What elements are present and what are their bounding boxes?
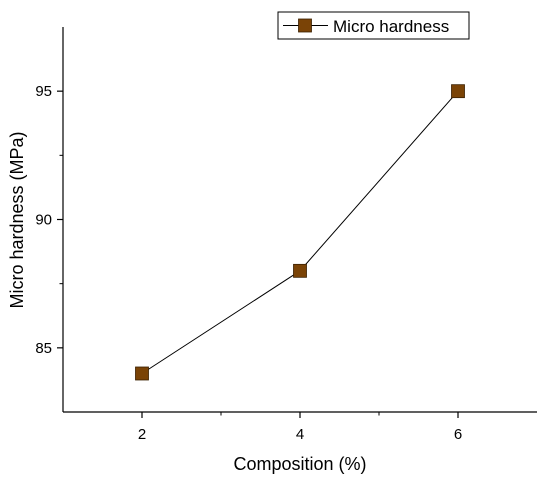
y-ticks: 85 90 95	[35, 83, 63, 357]
legend-marker-swatch	[298, 18, 312, 33]
y-tick-label-85: 85	[35, 340, 52, 357]
data-point	[135, 366, 149, 381]
x-tick-label-2: 2	[138, 426, 146, 443]
x-tick-label-6: 6	[454, 426, 462, 443]
data-point	[293, 263, 307, 278]
plot-area: 85 90 95 2 4 6	[35, 27, 537, 443]
x-ticks: 2 4 6	[138, 412, 462, 443]
y-axis-title: Micro hardness (MPa)	[7, 131, 27, 308]
data-point	[451, 84, 465, 99]
legend: Micro hardness	[277, 11, 470, 40]
x-tick-label-4: 4	[296, 426, 304, 443]
y-tick-label-90: 90	[35, 212, 52, 229]
series-lines	[141, 90, 459, 374]
series-markers	[135, 84, 465, 381]
x-axis-title: Composition (%)	[233, 454, 366, 474]
y-tick-label-95: 95	[35, 83, 52, 100]
series-line-0	[141, 90, 459, 374]
legend-label: Micro hardness	[333, 17, 449, 36]
